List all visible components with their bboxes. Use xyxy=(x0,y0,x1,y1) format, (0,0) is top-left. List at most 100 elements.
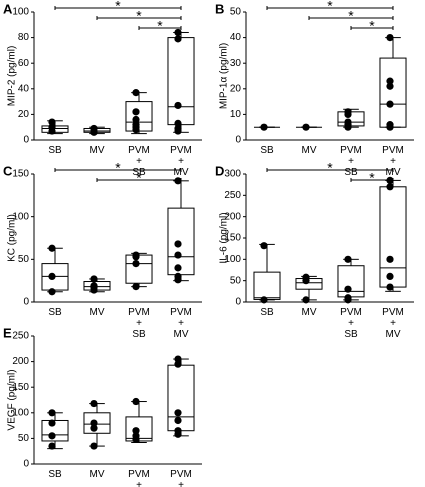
panel: D IL-6 (pg/ml) 0 50 100 150 200 250 300 SB MV PVM + S… xyxy=(215,160,414,340)
data-point xyxy=(48,272,56,280)
data-point xyxy=(386,100,394,108)
data-point xyxy=(344,285,352,293)
x-tick-label: SB xyxy=(48,145,62,156)
data-point xyxy=(174,240,182,248)
x-tick-label: PVM+SB xyxy=(128,469,150,487)
y-tick-label: 10 xyxy=(230,109,242,120)
data-point xyxy=(174,251,182,259)
data-point xyxy=(174,264,182,272)
panel-letter: A xyxy=(3,1,13,16)
data-point xyxy=(90,442,98,450)
x-tick-label: PVM+MV xyxy=(170,145,192,178)
data-point xyxy=(386,34,394,42)
y-tick-label: 200 xyxy=(224,211,241,222)
significance-star: * xyxy=(115,160,121,176)
significance-star: * xyxy=(115,0,121,14)
data-point xyxy=(48,409,56,417)
data-point xyxy=(302,296,310,304)
x-tick-label: MV xyxy=(90,145,105,156)
significance-star: * xyxy=(136,170,142,186)
x-tick-label: PVM+SB xyxy=(128,307,150,340)
data-point xyxy=(90,275,98,283)
data-point xyxy=(386,123,394,131)
data-point xyxy=(260,123,268,131)
box xyxy=(337,265,365,298)
data-point xyxy=(386,255,394,263)
data-point xyxy=(386,283,394,291)
data-point xyxy=(48,432,56,440)
data-point xyxy=(48,442,56,450)
significance-star: * xyxy=(348,8,354,24)
box xyxy=(83,412,111,434)
data-point xyxy=(132,435,140,444)
data-point xyxy=(90,128,98,136)
y-tick-label: 150 xyxy=(224,233,241,244)
data-point xyxy=(174,409,182,417)
y-tick-label: 0 xyxy=(23,297,29,308)
y-tick-label: 100 xyxy=(12,211,29,222)
y-tick-label: 150 xyxy=(12,382,29,393)
x-tick-label: SB xyxy=(48,469,62,480)
y-tick-label: 60 xyxy=(18,58,30,69)
y-tick-label: 50 xyxy=(18,433,30,444)
data-point xyxy=(260,242,268,250)
x-tick-label: MV xyxy=(302,307,317,318)
significance-star: * xyxy=(136,8,142,24)
y-tick-label: 0 xyxy=(23,135,29,146)
x-tick-label: SB xyxy=(260,145,274,156)
y-tick-label: 0 xyxy=(235,135,241,146)
data-point xyxy=(174,119,182,127)
x-tick-label: MV xyxy=(90,307,105,318)
box xyxy=(125,254,153,284)
x-tick-label: PVM+SB xyxy=(340,307,362,340)
x-tick-label: MV xyxy=(90,469,105,480)
data-point xyxy=(174,177,182,185)
x-tick-label: PVM+MV xyxy=(170,469,192,487)
y-tick-label: 50 xyxy=(230,275,242,286)
data-point xyxy=(132,89,140,97)
data-point xyxy=(90,424,98,432)
data-point xyxy=(90,399,98,408)
data-point xyxy=(48,118,56,126)
box xyxy=(167,37,195,126)
y-tick-label: 80 xyxy=(18,32,30,43)
data-point xyxy=(132,115,140,124)
x-tick-label: SB xyxy=(260,307,274,318)
panel: C KC (pg/ml) 0 50 100 150 SB MV PVM + SB PVM + MV * * xyxy=(3,160,202,340)
panel-letter: B xyxy=(215,1,224,16)
data-point xyxy=(344,296,352,304)
panel: A MIP-2 (pg/ml) 0 20 40 60 80 100 SB MV PVM + SB PVM +… xyxy=(3,0,202,178)
data-point xyxy=(386,82,394,90)
y-tick-label: 100 xyxy=(224,254,241,265)
x-tick-label: PVM+SB xyxy=(128,145,150,178)
panel: E VEGF (pg/ml) 0 50 100 150 200 250 SB MV PVM+SB PV… xyxy=(3,325,202,487)
y-tick-label: 20 xyxy=(230,83,242,94)
data-point xyxy=(132,427,140,435)
x-tick-label: SB xyxy=(48,307,62,318)
data-point xyxy=(132,126,140,134)
y-axis-label: MIP-2 (pg/ml) xyxy=(7,46,18,107)
y-tick-label: 100 xyxy=(12,7,29,18)
significance-star: * xyxy=(327,0,333,14)
data-point xyxy=(174,430,182,438)
y-axis-label: IL-6 (pg/ml) xyxy=(219,212,230,263)
y-tick-label: 150 xyxy=(12,169,29,180)
x-tick-label: PVM+MV xyxy=(382,307,404,340)
data-point xyxy=(132,397,140,406)
box xyxy=(379,57,407,128)
data-point xyxy=(132,108,140,116)
data-point xyxy=(302,123,310,131)
y-tick-label: 250 xyxy=(224,190,241,201)
data-point xyxy=(48,419,56,427)
data-point xyxy=(174,416,182,425)
x-tick-label: PVM+SB xyxy=(340,145,362,178)
y-tick-label: 50 xyxy=(18,254,30,265)
significance-star: * xyxy=(369,18,375,34)
y-tick-label: 0 xyxy=(23,459,29,470)
box xyxy=(379,186,407,288)
significance-star: * xyxy=(369,170,375,186)
x-tick-label: PVM+MV xyxy=(170,307,192,340)
data-point xyxy=(132,283,140,291)
y-tick-label: 40 xyxy=(230,32,242,43)
